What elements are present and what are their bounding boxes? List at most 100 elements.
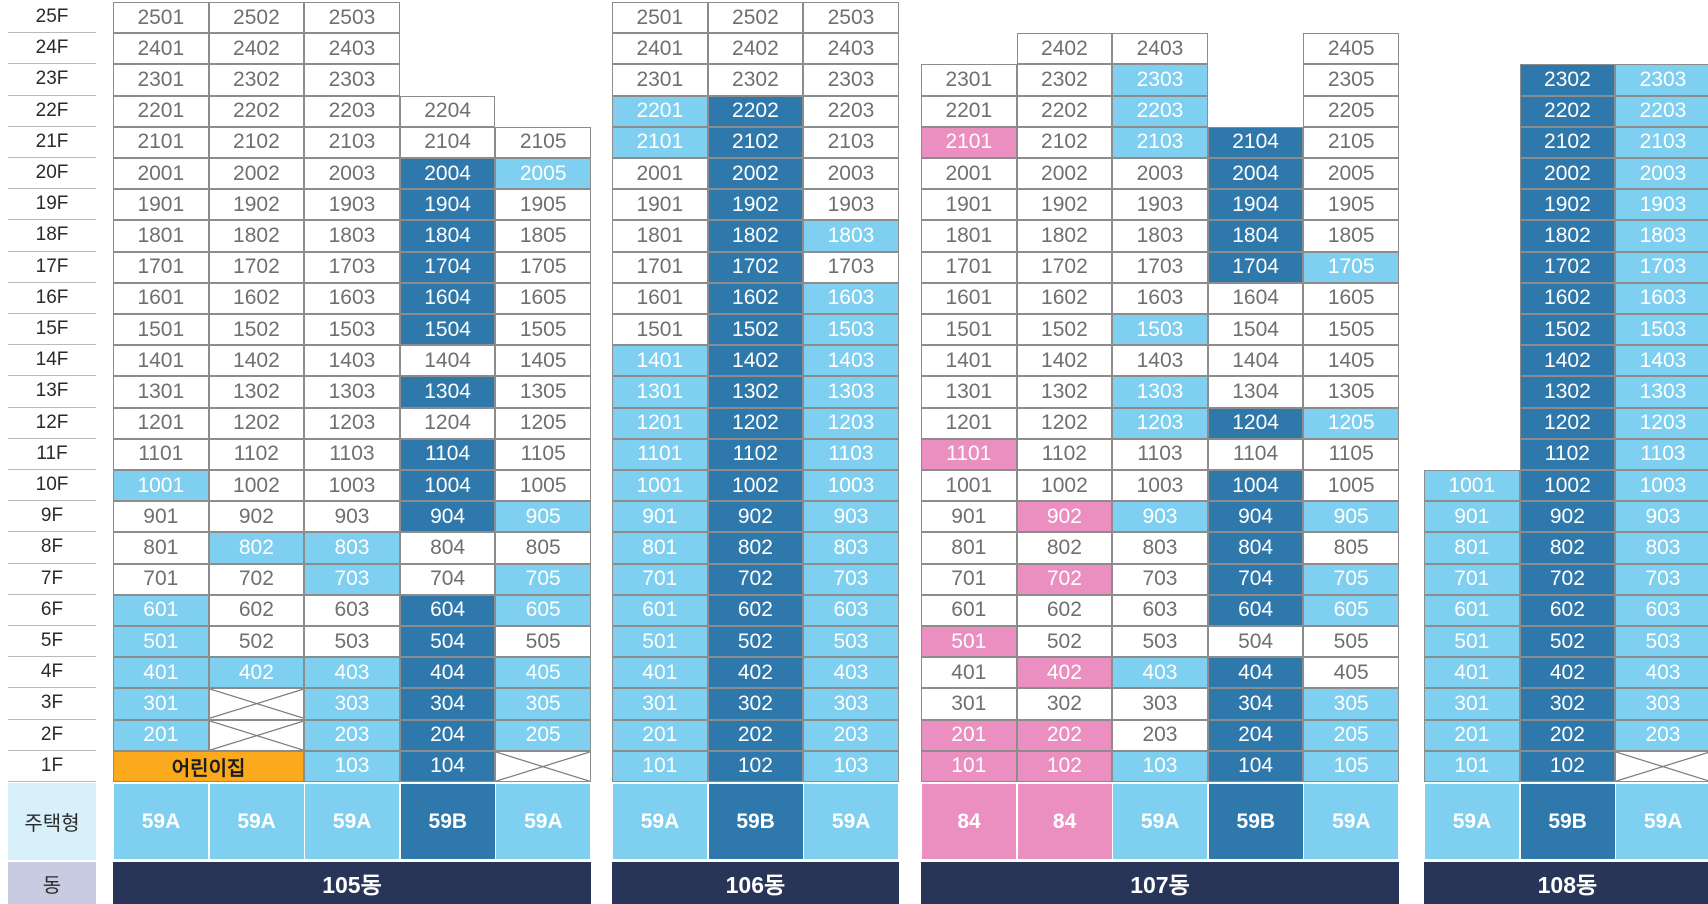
unit-cell[interactable]: 403 [803, 657, 899, 689]
unit-cell[interactable]: 702 [1016, 563, 1113, 595]
unit-cell[interactable]: 2102 [1016, 126, 1113, 158]
unit-cell[interactable]: 1701 [921, 251, 1017, 283]
unit-cell[interactable]: 1505 [495, 314, 591, 346]
unit-cell[interactable]: 1003 [304, 470, 400, 502]
unit-cell[interactable]: 1602 [208, 282, 305, 314]
unit-cell[interactable]: 105 [1303, 750, 1399, 782]
unit-cell[interactable]: 1303 [304, 376, 400, 408]
unit-cell[interactable]: 501 [1424, 626, 1520, 658]
unit-cell[interactable]: 903 [803, 501, 899, 533]
unit-cell[interactable]: 2203 [803, 95, 899, 127]
unit-cell[interactable]: 403 [1615, 657, 1708, 689]
unit-cell[interactable]: 503 [1112, 626, 1208, 658]
unit-cell[interactable]: 2101 [612, 126, 708, 158]
unit-cell[interactable]: 102 [1519, 750, 1616, 782]
unit-cell[interactable]: 1901 [921, 189, 1017, 221]
unit-cell[interactable]: 1104 [399, 438, 496, 470]
unit-cell[interactable]: 104 [399, 750, 496, 782]
unit-cell[interactable]: 305 [1303, 688, 1399, 720]
unit-cell[interactable]: 2202 [1519, 95, 1616, 127]
unit-cell[interactable]: 603 [1615, 594, 1708, 626]
unit-cell[interactable]: 501 [921, 626, 1017, 658]
unit-cell[interactable]: 2101 [113, 126, 209, 158]
unit-cell[interactable]: 1601 [612, 282, 708, 314]
unit-cell[interactable]: 1102 [1519, 438, 1616, 470]
unit-cell[interactable]: 1704 [399, 251, 496, 283]
unit-cell[interactable]: 1204 [1207, 407, 1304, 439]
unit-cell[interactable]: 505 [1303, 626, 1399, 658]
unit-cell[interactable]: 904 [399, 501, 496, 533]
unit-cell[interactable]: 2501 [113, 2, 209, 34]
unit-cell[interactable]: 1205 [495, 407, 591, 439]
unit-cell[interactable]: 603 [304, 594, 400, 626]
unit-cell[interactable]: 1305 [495, 376, 591, 408]
unit-cell[interactable]: 2002 [1519, 158, 1616, 190]
unit-cell[interactable]: 2102 [208, 126, 305, 158]
unit-cell[interactable]: 1003 [1615, 470, 1708, 502]
unit-cell[interactable]: 1901 [113, 189, 209, 221]
unit-cell[interactable]: 2503 [304, 2, 400, 34]
unit-cell[interactable]: 2502 [707, 2, 804, 34]
unit-cell[interactable]: 901 [1424, 501, 1520, 533]
unit-cell[interactable]: 2301 [921, 64, 1017, 96]
unit-cell[interactable]: 2103 [803, 126, 899, 158]
unit-cell[interactable]: 503 [803, 626, 899, 658]
unit-cell[interactable]: 1301 [921, 376, 1017, 408]
unit-cell[interactable]: 2001 [113, 158, 209, 190]
unit-cell[interactable]: 504 [399, 626, 496, 658]
unit-cell[interactable]: 2501 [612, 2, 708, 34]
unit-cell[interactable]: 1803 [803, 220, 899, 252]
unit-cell[interactable]: 1902 [1519, 189, 1616, 221]
unit-cell[interactable]: 504 [1207, 626, 1304, 658]
unit-cell[interactable]: 704 [399, 563, 496, 595]
unit-cell[interactable]: 701 [921, 563, 1017, 595]
unit-cell[interactable]: 705 [495, 563, 591, 595]
unit-cell[interactable]: 704 [1207, 563, 1304, 595]
unit-cell[interactable]: 2301 [612, 64, 708, 96]
unit-cell[interactable]: 1701 [113, 251, 209, 283]
unit-cell[interactable]: 903 [1615, 501, 1708, 533]
unit-cell[interactable]: 2402 [208, 33, 305, 65]
unit-cell[interactable]: 1705 [495, 251, 591, 283]
unit-cell[interactable]: 2004 [1207, 158, 1304, 190]
unit-cell[interactable]: 601 [1424, 594, 1520, 626]
unit-cell[interactable]: 405 [495, 657, 591, 689]
unit-cell[interactable]: 2002 [208, 158, 305, 190]
unit-cell[interactable]: 2401 [113, 33, 209, 65]
unit-cell[interactable]: 1905 [495, 189, 591, 221]
unit-cell[interactable]: 2004 [399, 158, 496, 190]
unit-cell[interactable]: 402 [208, 657, 305, 689]
unit-cell[interactable]: 2002 [1016, 158, 1113, 190]
unit-cell[interactable]: 2302 [707, 64, 804, 96]
unit-cell[interactable]: 2303 [304, 64, 400, 96]
unit-cell[interactable]: 1501 [113, 314, 209, 346]
unit-cell[interactable]: 502 [1519, 626, 1616, 658]
unit-cell[interactable]: 1504 [1207, 314, 1304, 346]
unit-cell[interactable]: 602 [1016, 594, 1113, 626]
unit-cell[interactable]: 1403 [803, 345, 899, 377]
unit-cell[interactable]: 2305 [1303, 64, 1399, 96]
unit-cell[interactable]: 401 [921, 657, 1017, 689]
unit-cell[interactable]: 1402 [208, 345, 305, 377]
unit-cell[interactable]: 2204 [399, 95, 496, 127]
unit-cell[interactable]: 1002 [1016, 470, 1113, 502]
unit-cell[interactable]: 802 [707, 532, 804, 564]
unit-cell[interactable]: 203 [1615, 719, 1708, 751]
unit-cell[interactable]: 604 [399, 594, 496, 626]
unit-cell[interactable]: 1902 [707, 189, 804, 221]
unit-cell[interactable]: 2303 [1112, 64, 1208, 96]
unit-cell[interactable]: 1302 [208, 376, 305, 408]
unit-cell[interactable]: 305 [495, 688, 591, 720]
unit-cell[interactable]: 805 [1303, 532, 1399, 564]
unit-cell[interactable]: 804 [399, 532, 496, 564]
unit-cell[interactable]: 304 [399, 688, 496, 720]
unit-cell[interactable]: 1702 [1519, 251, 1616, 283]
unit-cell[interactable]: 1604 [399, 282, 496, 314]
unit-cell[interactable]: 1703 [1615, 251, 1708, 283]
unit-cell[interactable]: 1704 [1207, 251, 1304, 283]
unit-cell[interactable]: 2403 [803, 33, 899, 65]
unit-cell[interactable]: 1203 [803, 407, 899, 439]
unit-cell[interactable]: 601 [113, 594, 209, 626]
unit-cell[interactable]: 1902 [208, 189, 305, 221]
unit-cell[interactable]: 1203 [1112, 407, 1208, 439]
